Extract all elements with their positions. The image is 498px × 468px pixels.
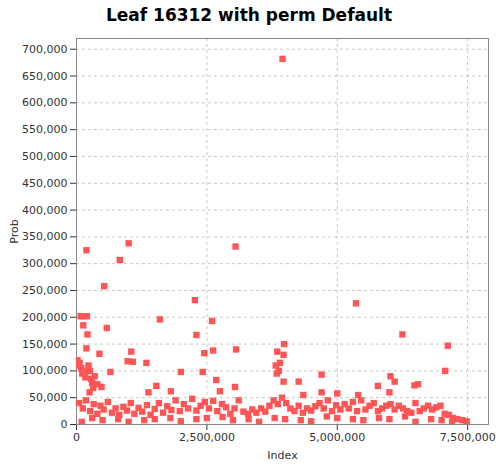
svg-text:600,000: 600,000 (22, 96, 68, 109)
svg-text:650,000: 650,000 (22, 70, 68, 83)
svg-text:Prob: Prob (8, 219, 21, 243)
svg-text:450,000: 450,000 (22, 177, 68, 190)
svg-text:150,000: 150,000 (22, 338, 68, 351)
svg-text:0: 0 (61, 418, 68, 431)
svg-text:350,000: 350,000 (22, 230, 68, 243)
svg-text:300,000: 300,000 (22, 257, 68, 270)
html-text:Leaf 16312 with perm Default: Leaf 16312 with perm Default (105, 5, 393, 25)
svg-text:7,500,000: 7,500,000 (440, 431, 496, 444)
svg-text:200,000: 200,000 (22, 311, 68, 324)
svg-text:550,000: 550,000 (22, 123, 68, 136)
svg-text:0: 0 (73, 431, 80, 444)
svg-text:500,000: 500,000 (22, 150, 68, 163)
svg-text:Index: Index (267, 449, 298, 462)
svg-text:700,000: 700,000 (22, 43, 68, 56)
svg-text:5,000,000: 5,000,000 (309, 431, 365, 444)
svg-text:400,000: 400,000 (22, 204, 68, 217)
svg-text:250,000: 250,000 (22, 284, 68, 297)
svg-text:2,500,000: 2,500,000 (179, 431, 235, 444)
svg-text:50,000: 50,000 (29, 391, 68, 404)
svg-text:100,000: 100,000 (22, 364, 68, 377)
